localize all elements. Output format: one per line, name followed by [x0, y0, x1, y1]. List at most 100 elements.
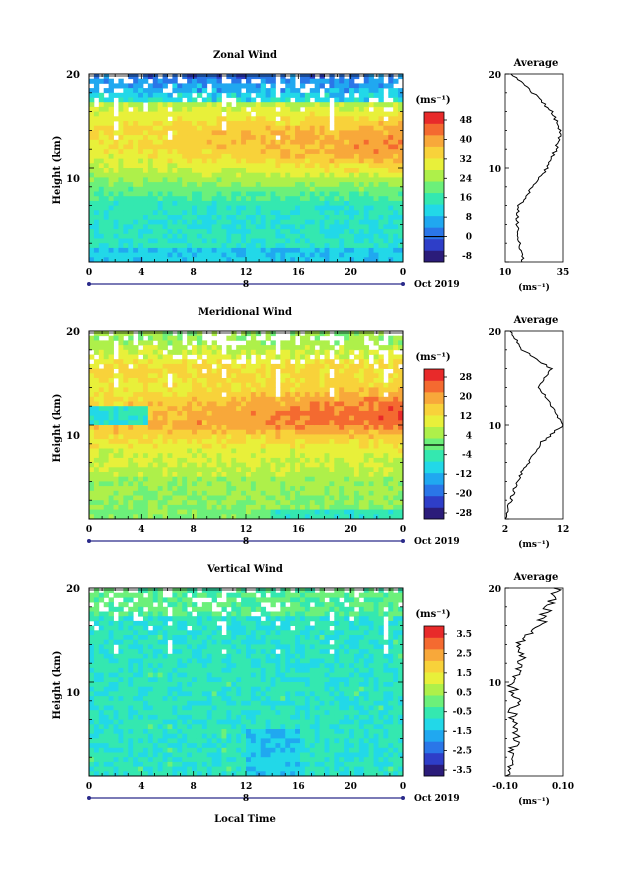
heatmap-cell [319, 448, 325, 454]
heatmap-cell [260, 345, 267, 351]
heatmap-cell [373, 210, 379, 216]
heatmap-cell [89, 434, 95, 440]
heatmap-cell [334, 125, 340, 131]
heatmap-cell [255, 116, 262, 122]
heatmap-cell [157, 191, 163, 197]
heatmap-cell [353, 439, 360, 445]
heatmap-cell [299, 172, 306, 178]
heatmap-cell [246, 88, 252, 94]
heatmap-cell [324, 331, 330, 337]
heatmap-cell [128, 472, 134, 478]
heatmap-cell [334, 509, 340, 515]
heatmap-cell [128, 74, 134, 80]
heatmap-cell [344, 387, 350, 393]
heatmap-cell [295, 144, 301, 150]
heatmap-cell [334, 410, 340, 416]
heatmap-cell [172, 229, 178, 235]
heatmap-cell [265, 233, 271, 239]
heatmap-cell [250, 182, 257, 188]
heatmap-cell [383, 139, 389, 145]
heatmap-cell [373, 215, 379, 221]
heatmap-cell [324, 88, 330, 94]
heatmap-cell [172, 219, 178, 225]
heatmap-cell [98, 215, 105, 221]
heatmap-cell [324, 243, 330, 249]
heatmap-cell [98, 378, 105, 384]
heatmap-cell [398, 257, 404, 263]
heatmap-cell [128, 382, 134, 388]
heatmap-cell [113, 144, 119, 150]
heatmap-cell [113, 401, 119, 407]
heatmap-cell [157, 111, 163, 117]
heatmap-cell [231, 130, 237, 136]
heatmap-cell [206, 434, 213, 440]
heatmap-cell [260, 158, 267, 164]
heatmap-cell [299, 153, 306, 159]
heatmap-cell [196, 514, 203, 520]
heatmap-cell [201, 121, 208, 127]
heatmap-cell [226, 453, 232, 459]
heatmap-cell [93, 196, 100, 202]
heatmap-cell [98, 106, 105, 112]
heatmap-cell [314, 335, 320, 341]
heatmap-cell [398, 243, 404, 249]
heatmap-cell [358, 229, 365, 235]
heatmap-cell [363, 443, 370, 449]
heatmap-cell [270, 172, 276, 178]
heatmap-cell [260, 359, 267, 365]
heatmap-cell [319, 434, 325, 440]
heatmap-cell [98, 439, 105, 445]
heatmap-cell [192, 83, 198, 89]
heatmap-cell [113, 486, 119, 492]
heatmap-cell [113, 92, 119, 98]
heatmap-cell [196, 224, 203, 230]
heatmap-cell [128, 125, 134, 131]
heatmap-cell [319, 168, 325, 174]
heatmap-cell [196, 425, 203, 431]
heatmap-cell [329, 514, 335, 520]
heatmap-cell [123, 462, 129, 468]
heatmap-cell [260, 182, 267, 188]
heatmap-cell [344, 172, 350, 178]
heatmap-cell [314, 429, 320, 435]
heatmap-cell [265, 514, 271, 520]
heatmap-cell [172, 434, 178, 440]
heatmap-cell [133, 200, 139, 206]
heatmap-cell [393, 215, 399, 221]
heatmap-cell [265, 229, 271, 235]
heatmap-cell [226, 191, 232, 197]
heatmap-cell [98, 102, 105, 108]
heatmap-cell [133, 415, 139, 421]
heatmap-cell [349, 453, 355, 459]
heatmap-cell [177, 439, 183, 445]
heatmap-cell [187, 425, 193, 431]
heatmap-cell [358, 490, 365, 496]
heatmap-cell [206, 257, 213, 263]
heatmap-cell [358, 448, 365, 454]
heatmap-cell [353, 472, 360, 478]
heatmap-cell [177, 453, 183, 459]
heatmap-cell [309, 481, 316, 487]
heatmap-cell [128, 200, 134, 206]
heatmap-cell [309, 345, 316, 351]
heatmap-cell [309, 130, 316, 136]
heatmap-cell [152, 247, 159, 253]
heatmap-cell [216, 219, 222, 225]
heatmap-cell [123, 443, 129, 449]
heatmap-cell [378, 382, 384, 388]
heatmap-cell [172, 149, 178, 155]
heatmap-cell [393, 153, 399, 159]
heatmap-cell [187, 177, 193, 183]
heatmap-cell [133, 504, 139, 510]
heatmap-cell [211, 172, 217, 178]
heatmap-cell [167, 247, 173, 253]
heatmap-cell [221, 425, 227, 431]
heatmap-cell [187, 243, 193, 249]
heatmap-cell [123, 415, 129, 421]
heatmap-cell [192, 97, 198, 103]
heatmap-cell [255, 205, 262, 211]
heatmap-cell [349, 373, 355, 379]
heatmap-cell [138, 92, 144, 98]
heatmap-cell [314, 116, 320, 122]
heatmap-cell [265, 373, 271, 379]
